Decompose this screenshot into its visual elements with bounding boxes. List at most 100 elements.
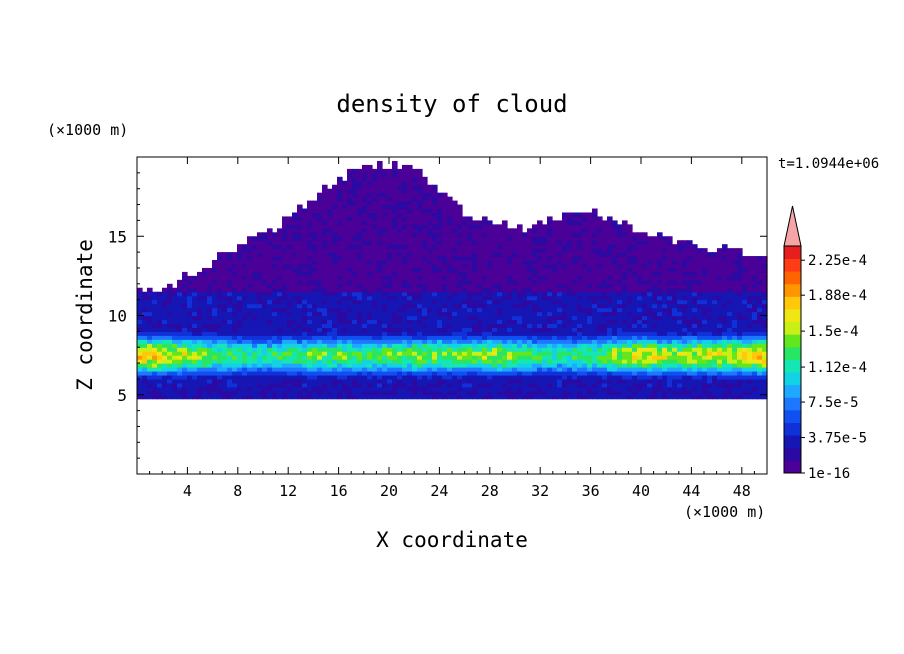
density-cell bbox=[467, 363, 473, 368]
density-cell bbox=[577, 327, 583, 332]
density-cell bbox=[442, 279, 448, 285]
density-cell bbox=[457, 267, 463, 273]
density-cell bbox=[427, 196, 433, 202]
density-cell bbox=[422, 287, 428, 293]
density-cell bbox=[447, 260, 453, 265]
density-cell bbox=[477, 319, 483, 325]
density-cell bbox=[567, 394, 573, 400]
density-cell bbox=[492, 351, 498, 356]
density-cell bbox=[182, 351, 188, 356]
density-cell bbox=[207, 347, 213, 352]
density-cell bbox=[262, 351, 268, 356]
density-cell bbox=[662, 347, 668, 352]
density-cell bbox=[517, 390, 523, 396]
density-cell bbox=[652, 359, 658, 364]
density-cell bbox=[152, 319, 158, 325]
density-cell bbox=[332, 347, 338, 352]
density-cell bbox=[612, 363, 618, 368]
density-cell bbox=[287, 252, 293, 257]
density-cell bbox=[602, 363, 608, 368]
density-cell bbox=[607, 363, 613, 368]
density-cell bbox=[407, 386, 413, 392]
density-cell bbox=[412, 382, 418, 388]
density-cell bbox=[177, 359, 183, 364]
density-cell bbox=[352, 188, 358, 194]
density-cell bbox=[247, 370, 253, 376]
density-cell bbox=[332, 390, 338, 396]
density-cell bbox=[397, 367, 403, 372]
density-cell bbox=[142, 359, 148, 364]
density-cell bbox=[577, 370, 583, 376]
density-cell bbox=[287, 248, 293, 253]
density-cell bbox=[552, 232, 558, 237]
density-cell bbox=[577, 275, 583, 281]
density-cell bbox=[322, 319, 328, 325]
density-cell bbox=[567, 248, 573, 253]
density-cell bbox=[492, 386, 498, 392]
density-cell bbox=[222, 370, 228, 376]
density-cell bbox=[542, 335, 548, 340]
density-cell bbox=[527, 323, 533, 328]
density-cell bbox=[442, 347, 448, 352]
density-cell bbox=[272, 267, 278, 273]
density-cell bbox=[357, 275, 363, 281]
density-cell bbox=[397, 196, 403, 202]
density-cell bbox=[252, 287, 258, 293]
density-cell bbox=[422, 184, 428, 190]
density-cell bbox=[242, 323, 248, 328]
density-cell bbox=[277, 351, 283, 356]
density-cell bbox=[532, 327, 538, 332]
density-cell bbox=[347, 267, 353, 273]
density-cell bbox=[247, 275, 253, 281]
density-cell bbox=[602, 331, 608, 336]
density-cell bbox=[652, 283, 658, 289]
density-cell bbox=[372, 307, 378, 313]
density-cell bbox=[677, 295, 683, 301]
density-cell bbox=[512, 263, 518, 269]
density-cell bbox=[672, 256, 678, 261]
density-cell bbox=[322, 275, 328, 281]
density-cell bbox=[487, 367, 493, 372]
density-cell bbox=[392, 299, 398, 305]
density-cell bbox=[142, 355, 148, 360]
density-cell bbox=[467, 307, 473, 313]
density-cell bbox=[642, 359, 648, 364]
density-cell bbox=[182, 386, 188, 392]
density-cell bbox=[347, 319, 353, 325]
density-cell bbox=[562, 370, 568, 376]
density-cell bbox=[217, 299, 223, 305]
density-cell bbox=[677, 335, 683, 340]
density-cell bbox=[492, 311, 498, 317]
density-cell bbox=[177, 299, 183, 305]
density-cell bbox=[142, 378, 148, 384]
density-cell bbox=[322, 252, 328, 257]
density-cell bbox=[637, 315, 643, 321]
density-cell bbox=[452, 303, 458, 309]
density-cell bbox=[382, 386, 388, 392]
density-cell bbox=[472, 291, 478, 297]
density-cell bbox=[327, 279, 333, 285]
density-cell bbox=[422, 295, 428, 301]
density-cell bbox=[592, 351, 598, 356]
density-cell bbox=[417, 224, 423, 229]
density-cell bbox=[562, 252, 568, 257]
density-cell bbox=[347, 263, 353, 269]
density-cell bbox=[407, 390, 413, 396]
density-cell bbox=[582, 323, 588, 328]
density-cell bbox=[502, 370, 508, 376]
density-cell bbox=[157, 323, 163, 328]
density-cell bbox=[562, 363, 568, 368]
density-cell bbox=[417, 248, 423, 253]
density-cell bbox=[602, 256, 608, 261]
density-cell bbox=[452, 200, 458, 206]
density-cell bbox=[482, 347, 488, 352]
density-cell bbox=[442, 204, 448, 210]
density-cell bbox=[302, 378, 308, 384]
density-cell bbox=[352, 363, 358, 368]
density-cell bbox=[487, 232, 493, 237]
density-cell bbox=[542, 263, 548, 269]
density-cell bbox=[447, 347, 453, 352]
density-cell bbox=[657, 295, 663, 301]
density-cell bbox=[297, 339, 303, 344]
density-cell bbox=[372, 386, 378, 392]
